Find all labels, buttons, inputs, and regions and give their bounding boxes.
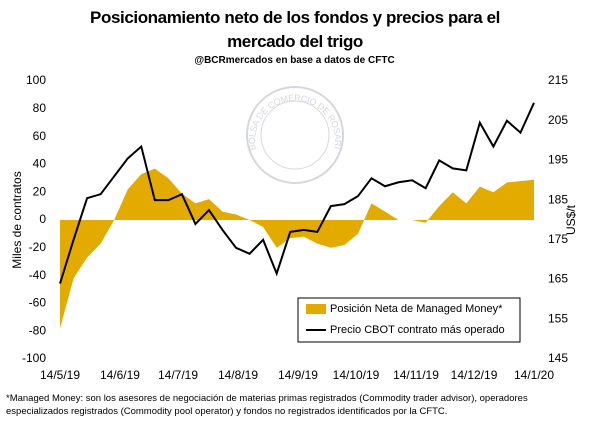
y-axis-label: Miles de contratos xyxy=(10,171,24,268)
y-tick-label: 0 xyxy=(39,212,46,226)
y-tick-label: -40 xyxy=(29,268,47,282)
x-tick-label: 14/9/19 xyxy=(278,368,318,382)
y-tick-label: 80 xyxy=(33,101,47,115)
chart-title: Posicionamiento neto de los fondos y pre… xyxy=(90,8,500,51)
y2-tick-label: 215 xyxy=(548,73,568,87)
y-tick-label: 20 xyxy=(33,184,47,198)
footnote: *Managed Money: son los asesores de nego… xyxy=(6,393,528,417)
x-tick-label: 14/10/19 xyxy=(333,368,380,382)
y2-tick-label: 155 xyxy=(548,311,568,325)
y2-tick-label: 165 xyxy=(548,272,568,286)
area xyxy=(60,168,534,329)
chart-subtitle: @BCRmercados en base a datos de CFTC xyxy=(194,55,395,66)
legend-box xyxy=(297,297,521,343)
legend-swatch xyxy=(306,304,326,314)
x-tick-label: 14/11/19 xyxy=(393,368,439,382)
y-tick-label: -20 xyxy=(29,240,47,254)
y2-tick-label: 195 xyxy=(548,153,568,167)
x-tick-label: 14/1/20 xyxy=(514,368,554,382)
plot: BOLSA DE COMERCIO DE ROSARIO-100-80-60-4… xyxy=(0,0,578,382)
y-tick-label: 100 xyxy=(26,73,46,87)
y2-tick-label: 185 xyxy=(548,192,568,206)
x-tick-label: 14/6/19 xyxy=(100,368,140,382)
y-tick-label: -60 xyxy=(29,296,47,310)
legend-label: Precio CBOT contrato más operado xyxy=(330,324,505,336)
x-tick-label: 14/12/19 xyxy=(451,368,498,382)
x-tick-label: 14/8/19 xyxy=(218,368,258,382)
watermark-ring xyxy=(246,86,344,184)
line xyxy=(59,102,535,284)
y-tick-label: -100 xyxy=(22,351,46,365)
y-tick-label: 40 xyxy=(33,157,47,171)
y2-tick-label: 175 xyxy=(548,232,568,246)
y2-axis-label: US$/t xyxy=(564,204,578,235)
y-tick-label: -80 xyxy=(29,323,47,337)
y2-tick-label: 145 xyxy=(548,351,568,365)
y2-tick-label: 205 xyxy=(548,113,568,127)
x-tick-label: 14/5/19 xyxy=(40,368,80,382)
watermark-ring xyxy=(260,100,330,170)
y-tick-label: 60 xyxy=(33,129,47,143)
x-tick-label: 14/7/19 xyxy=(158,368,198,382)
legend-label: Posición Neta de Managed Money* xyxy=(330,303,503,315)
